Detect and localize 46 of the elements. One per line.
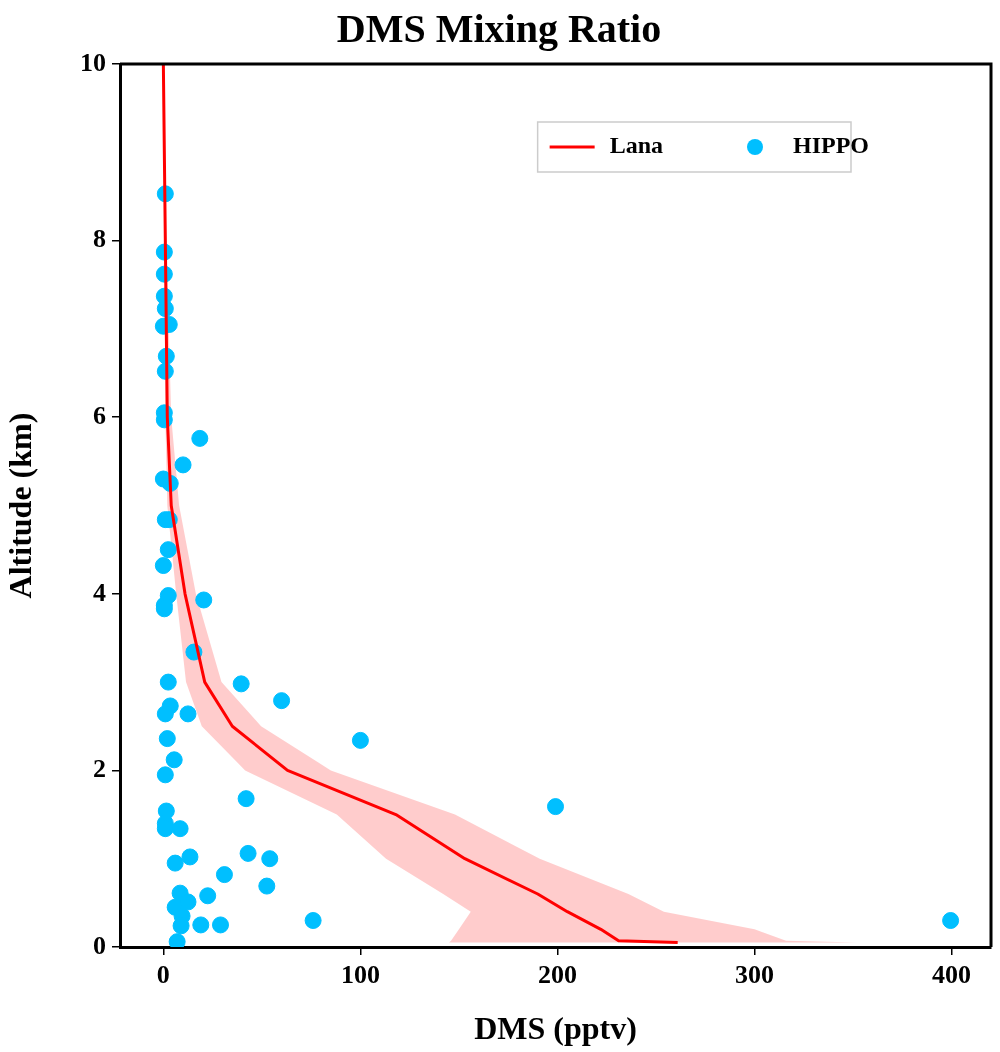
point [158, 730, 176, 748]
y-tick-label: 8 [93, 224, 106, 254]
chart-title: DMS Mixing Ratio [336, 6, 662, 52]
point [304, 912, 322, 930]
point [261, 850, 279, 868]
x-axis-title: DMS (pptv) [474, 1010, 637, 1047]
point [156, 705, 174, 723]
point [168, 933, 186, 947]
point [159, 673, 177, 691]
point [212, 916, 229, 934]
point [171, 820, 189, 838]
point [258, 877, 276, 895]
y-axis-title: Altitude (km) [2, 412, 39, 599]
legend-label: HIPPO [793, 132, 869, 159]
point [166, 854, 184, 872]
point [232, 675, 250, 693]
point [351, 731, 369, 749]
point [199, 887, 217, 905]
x-tick-label: 100 [340, 960, 380, 990]
y-tick-label: 2 [93, 754, 106, 784]
x-tick-label: 400 [932, 960, 972, 990]
y-tick-label: 10 [80, 47, 106, 77]
point [547, 798, 564, 816]
point [174, 456, 192, 474]
x-tick-label: 0 [156, 960, 170, 990]
point [154, 557, 172, 575]
x-tick-label: 300 [735, 960, 775, 990]
point [156, 766, 174, 784]
y-tick-label: 0 [93, 930, 106, 960]
point [273, 692, 291, 710]
point [165, 751, 183, 769]
point [215, 866, 233, 884]
point [181, 848, 199, 866]
legend-label: Lana [609, 132, 664, 159]
point [191, 429, 209, 447]
y-tick-label: 4 [93, 577, 106, 607]
point [942, 912, 960, 930]
point [159, 541, 177, 559]
point [179, 705, 197, 723]
x-tick-label: 200 [537, 960, 577, 990]
point [239, 844, 257, 862]
point [195, 591, 213, 609]
point [192, 916, 210, 934]
y-tick-label: 6 [93, 400, 106, 430]
point [237, 790, 255, 808]
point [179, 893, 197, 911]
